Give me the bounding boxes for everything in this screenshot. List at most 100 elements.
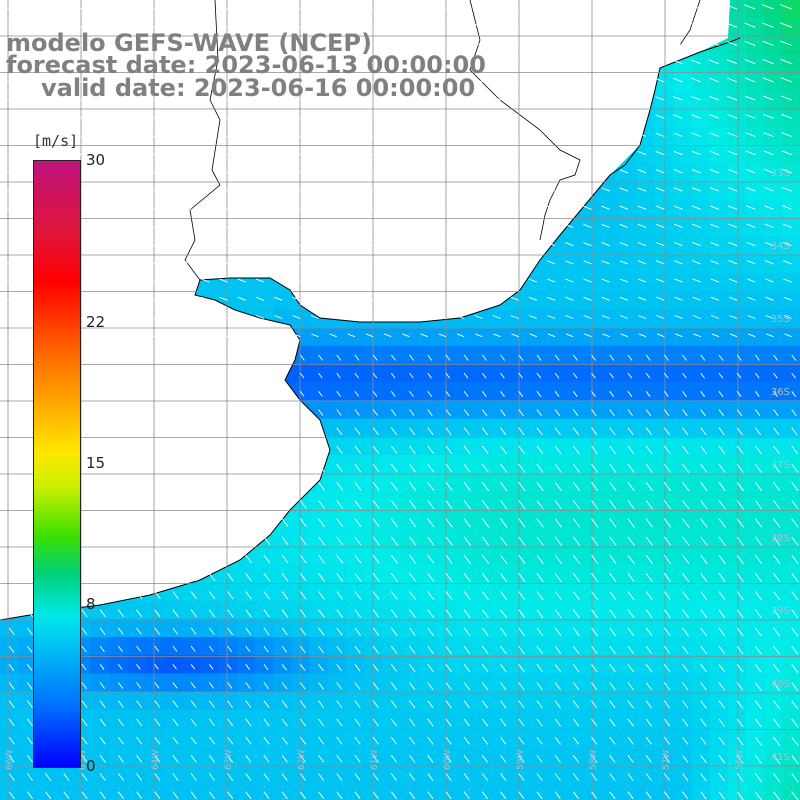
wind-cell: [618, 218, 638, 238]
wind-cell: [691, 163, 711, 183]
wind-arrow: [255, 169, 265, 174]
wind-arrow: [37, 114, 46, 119]
wind-arrow: [255, 296, 265, 301]
wind-cell: [182, 782, 201, 800]
wind-arrow: [273, 41, 283, 46]
valid-date: valid date: 2023-06-16 00:00:00: [41, 74, 476, 102]
wind-cell: [691, 782, 711, 800]
wind-arrow: [237, 333, 246, 338]
wind-arrow: [154, 445, 161, 454]
wind-cell: [728, 163, 747, 183]
wind-arrow: [474, 242, 483, 247]
colorbar-tick-label: 30: [86, 151, 106, 169]
wind-arrow: [328, 5, 337, 10]
wind-arrow: [427, 591, 435, 600]
wind-cell: [673, 782, 693, 800]
wind-arrow: [419, 132, 428, 137]
wind-arrow: [201, 132, 210, 137]
wind-cell: [254, 291, 274, 310]
wind-arrow: [136, 427, 143, 436]
wind-arrow: [208, 536, 216, 545]
wind-arrow: [744, 59, 756, 65]
wind-arrow: [437, 169, 447, 174]
wind-arrow: [328, 151, 337, 156]
wind-arrow: [744, 22, 756, 28]
wind-cell: [673, 254, 693, 274]
wind-arrow: [91, 23, 101, 28]
wind-arrow: [445, 500, 453, 510]
wind-arrow: [154, 591, 161, 600]
wind-arrow: [419, 296, 428, 301]
wind-arrow: [764, 223, 774, 228]
wind-arrow: [372, 463, 380, 473]
wind-arrow: [401, 169, 410, 174]
wind-arrow: [0, 169, 10, 174]
wind-arrow: [26, 591, 34, 599]
wind-arrow: [419, 278, 428, 283]
wind-arrow: [481, 573, 489, 582]
wind-arrow: [8, 554, 15, 563]
wind-arrow: [409, 554, 417, 564]
wind-arrow: [136, 554, 143, 563]
wind-arrow: [73, 132, 83, 137]
wind-cell: [764, 291, 784, 310]
wind-arrow: [99, 591, 106, 600]
wind-arrow: [81, 500, 88, 509]
wind-arrow: [55, 5, 64, 10]
wind-arrow: [299, 463, 307, 473]
wind-arrow: [709, 150, 720, 156]
wind-cell: [673, 72, 693, 92]
wind-arrow: [354, 500, 362, 509]
wind-arrow: [627, 427, 634, 436]
wind-arrow: [500, 573, 508, 583]
wind-arrow: [673, 132, 683, 137]
wind-cell: [637, 200, 656, 219]
wind-arrow: [419, 114, 428, 119]
wind-arrow: [536, 409, 542, 417]
wind-arrow: [383, 41, 392, 46]
wind-arrow: [55, 23, 64, 28]
wind-cell: [455, 327, 474, 347]
wind-arrow: [729, 315, 738, 319]
wind-arrow: [201, 260, 210, 265]
wind-arrow: [310, 296, 319, 301]
wind-arrow: [346, 132, 356, 137]
wind-arrow: [744, 40, 756, 46]
wind-arrow: [481, 391, 487, 397]
wind-arrow: [281, 409, 287, 416]
wind-arrow: [81, 463, 88, 472]
wind-arrow: [227, 500, 234, 509]
wind-cell: [546, 309, 565, 329]
wind-arrow: [390, 482, 398, 491]
wind-arrow: [318, 372, 323, 379]
wind-arrow: [19, 296, 28, 301]
wind-arrow: [682, 591, 690, 601]
wind-arrow: [190, 573, 198, 582]
wind-arrow: [346, 60, 356, 65]
wind-arrow: [609, 518, 617, 528]
wind-arrow: [190, 536, 198, 545]
wind-arrow: [237, 205, 246, 210]
wind-arrow: [237, 242, 246, 247]
wind-arrow: [536, 518, 544, 528]
wind-arrow: [708, 59, 720, 65]
wind-arrow: [700, 391, 706, 397]
wind-arrow: [601, 41, 610, 46]
wind-arrow: [736, 591, 744, 601]
wind-arrow: [746, 278, 756, 283]
wind-arrow: [409, 482, 417, 491]
wind-arrow: [190, 518, 198, 527]
wind-cell: [746, 327, 765, 347]
wind-arrow: [292, 278, 301, 283]
wind-arrow: [773, 409, 779, 417]
wind-arrow: [663, 591, 671, 601]
wind-arrow: [310, 60, 319, 65]
wind-cell: [764, 309, 784, 329]
wind-arrow: [481, 554, 490, 564]
wind-arrow: [383, 278, 392, 283]
wind-arrow: [773, 500, 781, 510]
wind-cell: [709, 182, 729, 201]
wind-arrow: [572, 372, 578, 379]
wind-cell: [673, 91, 693, 110]
wind-arrow: [620, 333, 629, 338]
